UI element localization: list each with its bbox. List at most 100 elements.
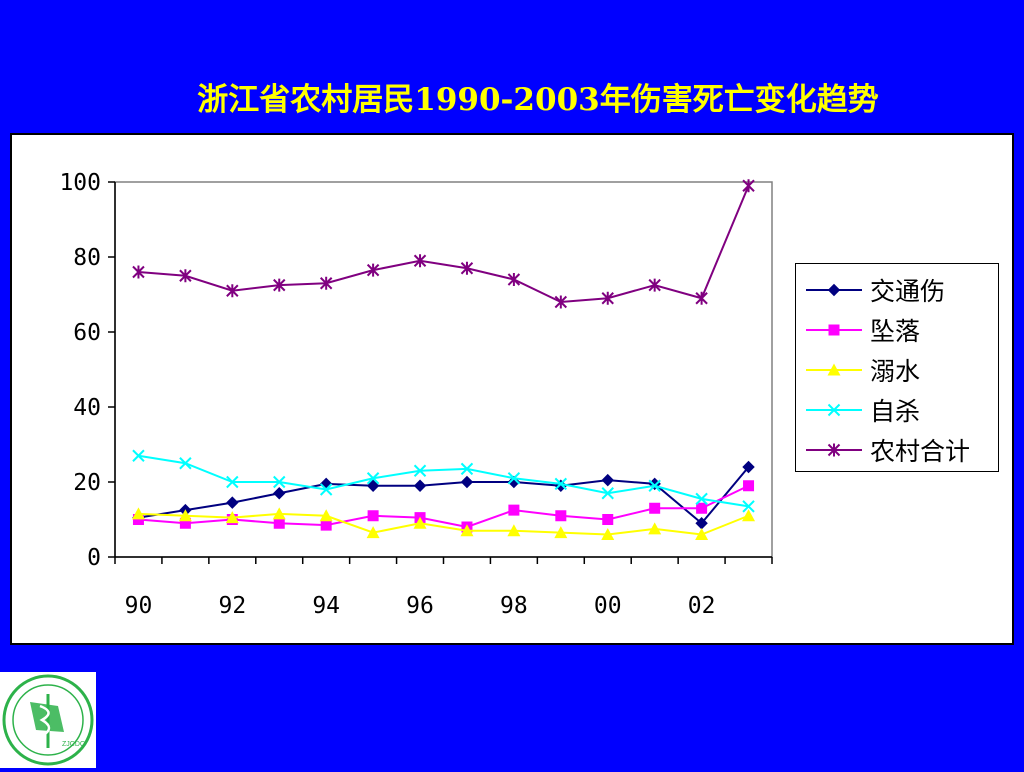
line-chart: 0 20 40 60 80 100 90 92 94 96 98 00 02 <box>59 170 773 619</box>
data-point <box>273 278 286 292</box>
data-point <box>366 472 380 485</box>
data-point <box>366 526 380 539</box>
legend-label: 农村合计 <box>870 437 971 466</box>
series-star <box>132 179 755 309</box>
data-point <box>460 524 474 537</box>
data-point <box>695 528 709 540</box>
x-tick-label: 02 <box>688 593 716 619</box>
data-point <box>413 464 427 477</box>
legend-label: 交通伤 <box>870 277 946 306</box>
data-point <box>555 510 567 522</box>
legend-item: 坠落 <box>796 310 998 350</box>
series-line <box>138 512 749 536</box>
x-tick-label: 00 <box>594 593 622 619</box>
data-point <box>179 517 191 529</box>
data-point <box>226 475 239 489</box>
data-point <box>225 511 239 524</box>
data-point <box>554 295 568 309</box>
data-point <box>319 509 333 522</box>
data-point <box>413 479 427 492</box>
series-x <box>132 449 755 513</box>
series-diamond <box>132 460 755 530</box>
logo-text: ZJCDC <box>62 741 85 748</box>
y-tick-label: 80 <box>73 245 101 271</box>
data-point <box>602 514 614 525</box>
data-point <box>179 457 192 470</box>
series-line <box>138 484 749 529</box>
data-point <box>132 449 145 462</box>
data-point <box>131 507 145 520</box>
data-point <box>742 179 755 193</box>
data-point <box>742 500 755 513</box>
y-tick-label: 20 <box>73 470 101 496</box>
series-line <box>138 185 750 304</box>
legend-label: 自杀 <box>870 397 921 426</box>
legend-label: 溺水 <box>870 357 921 386</box>
data-point <box>460 462 474 476</box>
data-point <box>648 522 662 535</box>
legend-swatch <box>806 324 862 336</box>
data-point <box>226 284 239 298</box>
data-point <box>272 507 286 520</box>
legend-label: 坠落 <box>870 317 921 346</box>
data-point <box>320 519 332 531</box>
data-point <box>367 510 379 522</box>
plot-area <box>114 181 773 558</box>
data-point <box>649 502 661 514</box>
legend-swatch <box>806 403 862 417</box>
data-point <box>507 524 521 537</box>
data-point <box>273 475 286 489</box>
legend-swatch <box>806 283 862 297</box>
data-point <box>554 526 568 539</box>
data-point <box>319 276 333 290</box>
data-point <box>648 479 661 492</box>
legend-item: 自杀 <box>796 390 998 430</box>
y-tick-label: 60 <box>73 320 101 346</box>
x-tick-label: 92 <box>218 593 246 619</box>
data-point <box>827 283 841 297</box>
data-point <box>460 261 474 275</box>
data-point <box>743 480 755 492</box>
data-point <box>601 291 614 305</box>
data-point <box>742 460 755 474</box>
chart-panel: 0 20 40 60 80 100 90 92 94 96 98 00 02 交通伤 坠落 溺水 自杀 农村合计 <box>10 133 1014 645</box>
data-point <box>601 473 614 487</box>
x-tick-label: 94 <box>312 593 340 619</box>
series-line <box>138 466 750 525</box>
data-point <box>601 487 614 500</box>
data-point <box>179 269 192 283</box>
data-point <box>696 502 708 514</box>
data-point <box>827 443 841 457</box>
data-point <box>601 528 615 540</box>
data-point <box>273 517 285 529</box>
legend-swatch <box>806 363 862 376</box>
data-point <box>827 403 841 417</box>
data-point <box>366 479 380 492</box>
data-point <box>413 254 427 268</box>
data-point <box>695 291 708 305</box>
legend-item: 交通伤 <box>796 270 998 310</box>
data-point <box>828 324 840 336</box>
y-tick-label: 40 <box>73 395 101 421</box>
series-triangle <box>131 507 756 540</box>
zjcdc-logo: ZJCDC <box>0 672 96 768</box>
data-point <box>508 504 520 516</box>
data-point <box>460 475 474 489</box>
data-point <box>827 363 841 376</box>
legend-item: 农村合计 <box>796 430 998 470</box>
x-tick-label: 98 <box>500 593 528 619</box>
y-tick-label: 100 <box>59 170 101 196</box>
data-point <box>273 487 286 500</box>
data-point <box>132 265 145 279</box>
series-line <box>138 454 749 508</box>
legend-swatch <box>806 443 862 457</box>
data-point <box>554 477 568 491</box>
data-point <box>695 492 708 506</box>
chart-legend: 交通伤坠落溺水自杀农村合计 <box>795 263 999 472</box>
zjcdc-emblem-icon <box>2 674 94 766</box>
data-point <box>507 472 521 485</box>
data-point <box>226 496 239 509</box>
data-point <box>319 483 333 496</box>
data-point <box>648 278 661 292</box>
data-point <box>178 509 192 522</box>
